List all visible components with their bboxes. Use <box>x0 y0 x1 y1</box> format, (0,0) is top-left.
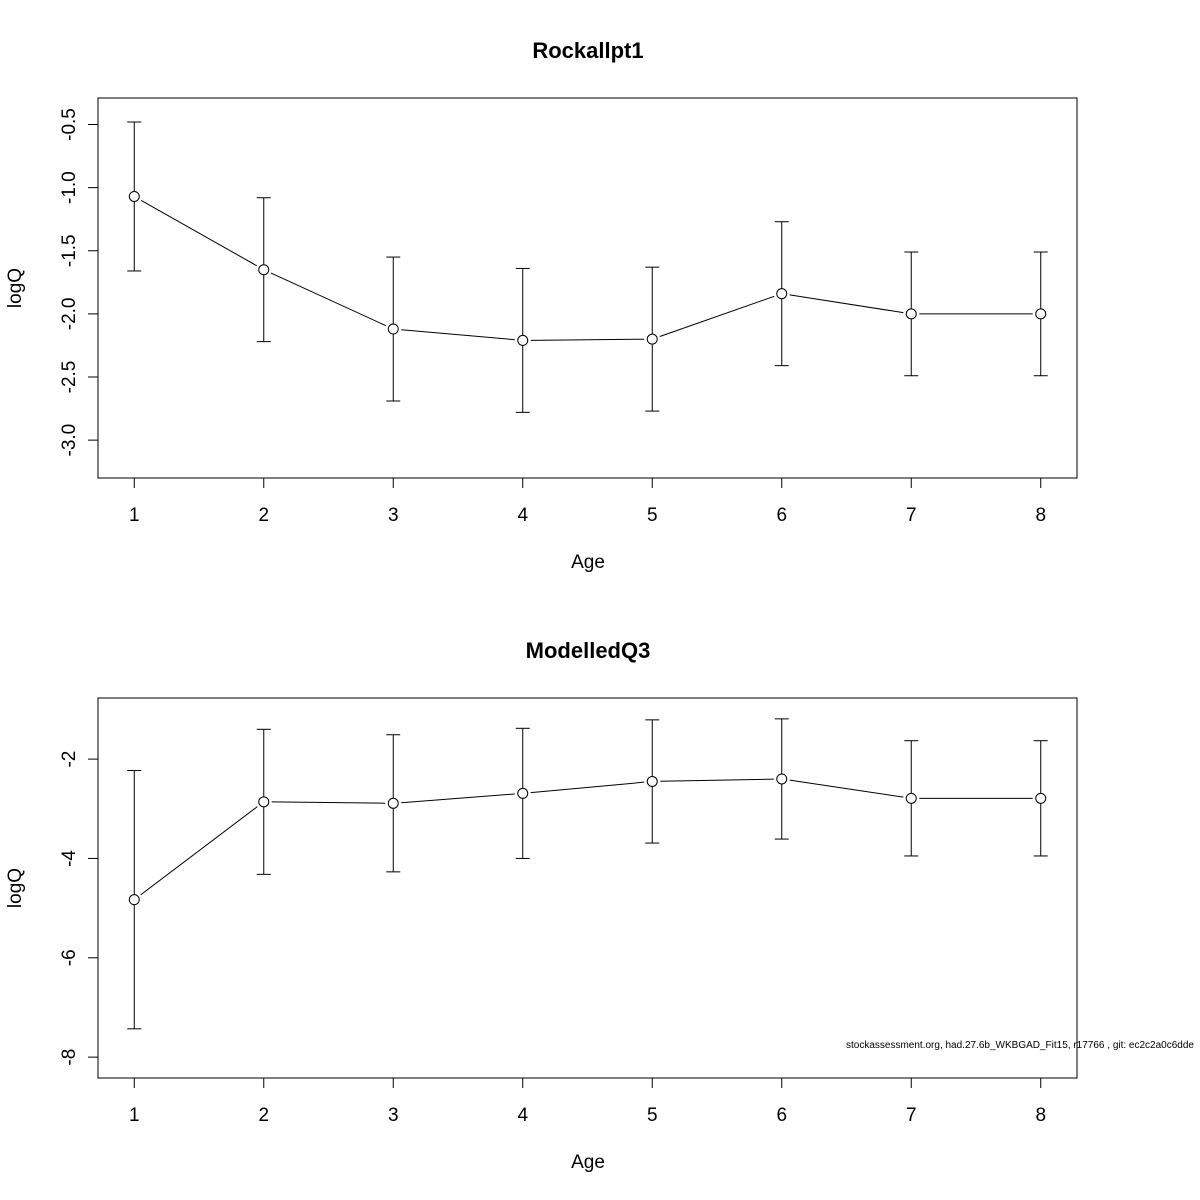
data-point <box>646 775 658 787</box>
data-point <box>258 264 270 276</box>
y-tick-label: -8 <box>59 1049 80 1066</box>
panel-modelledq3: ModelledQ3 Age logQ 1 2 3 4 5 6 7 8 -2 -4 -6 -8 <box>5 638 1078 1173</box>
x-tick-label: 4 <box>517 1105 528 1126</box>
line-segment <box>270 272 387 327</box>
line-segment <box>660 778 774 782</box>
x-tick-label: 1 <box>129 1105 140 1126</box>
line-segment <box>140 806 258 896</box>
data-point <box>387 797 399 809</box>
footer-note: stockassessment.org, had.27.6b_WKBGAD_Fi… <box>846 1040 1194 1051</box>
x-tick-label: 8 <box>1035 1105 1046 1126</box>
x-tick-label: 7 <box>906 505 917 526</box>
x-tick-label: 5 <box>647 1105 658 1126</box>
estimate-line <box>140 778 1033 896</box>
y-axis-label: logQ <box>5 268 26 308</box>
line-segment <box>530 338 645 341</box>
estimate-line <box>140 199 1033 341</box>
y-tick-label: -3.0 <box>59 424 80 457</box>
x-tick-label: 1 <box>129 505 140 526</box>
line-segment <box>789 294 904 314</box>
plot-frame <box>97 97 1078 479</box>
y-tick-label: -4 <box>59 850 80 867</box>
data-point <box>905 792 917 804</box>
points <box>128 773 1047 906</box>
y-tick-label: -2.5 <box>59 361 80 394</box>
plot-frame <box>97 697 1078 1079</box>
chart-title: ModelledQ3 <box>526 638 651 663</box>
x-tick-label: 6 <box>776 505 787 526</box>
y-tick-label: -1.5 <box>59 234 80 267</box>
data-point <box>646 333 658 345</box>
error-bars <box>127 121 1048 413</box>
data-point <box>776 773 788 785</box>
y-axis: -2 -4 -6 -8 <box>59 751 99 1066</box>
x-tick-label: 3 <box>388 1105 399 1126</box>
x-tick-label: 2 <box>258 1105 269 1126</box>
y-tick-label: -6 <box>59 949 80 966</box>
x-tick-label: 6 <box>776 1105 787 1126</box>
x-tick-label: 3 <box>388 505 399 526</box>
line-segment <box>271 801 386 804</box>
y-tick-label: -1.0 <box>59 171 80 204</box>
y-axis-label: logQ <box>5 868 26 908</box>
x-axis-label: Age <box>571 552 605 573</box>
line-segment <box>401 793 515 804</box>
x-tick-label: 2 <box>258 505 269 526</box>
data-point <box>387 323 399 335</box>
x-tick-label: 7 <box>906 1105 917 1126</box>
y-tick-label: -0.5 <box>59 108 80 141</box>
x-axis: 1 2 3 4 5 6 7 8 <box>129 1077 1046 1126</box>
line-segment <box>140 199 258 267</box>
data-point <box>1035 792 1047 804</box>
chart-title: Rockallpt1 <box>532 38 643 63</box>
data-point <box>128 894 140 906</box>
y-tick-label: -2 <box>59 751 80 768</box>
data-point <box>1035 308 1047 320</box>
error-bars <box>127 718 1048 1030</box>
x-tick-label: 5 <box>647 505 658 526</box>
data-point <box>905 308 917 320</box>
line-segment <box>401 329 515 341</box>
points <box>128 190 1047 346</box>
y-tick-label: -2.0 <box>59 298 80 331</box>
x-axis-label: Age <box>571 1152 605 1173</box>
y-axis: -0.5 -1.0 -1.5 -2.0 -2.5 -3.0 <box>59 108 99 457</box>
panel-rockallpt1: Rockallpt1 Age logQ 1 2 3 4 5 6 7 8 -0.5 -1.0 -1.5… <box>5 38 1078 573</box>
data-point <box>258 796 270 808</box>
data-point <box>776 288 788 300</box>
data-point <box>517 334 529 346</box>
x-axis: 1 2 3 4 5 6 7 8 <box>129 477 1046 526</box>
x-tick-label: 4 <box>517 505 528 526</box>
line-segment <box>789 779 904 798</box>
line-segment <box>530 781 645 794</box>
line-segment <box>659 295 775 337</box>
data-point <box>517 787 529 799</box>
data-point <box>128 190 140 202</box>
x-tick-label: 8 <box>1035 505 1046 526</box>
